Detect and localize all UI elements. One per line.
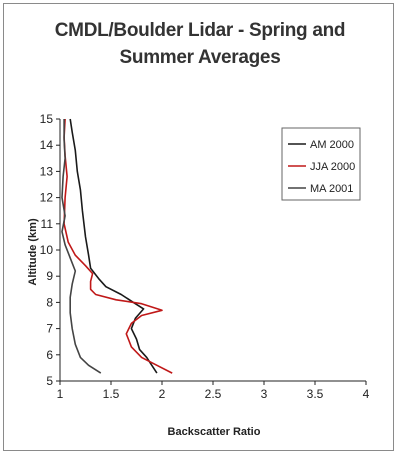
axes: 1 1.5 2 2.5 3 3.5 4 5 6 7 8 9 10 11 12 13 14 15 (40, 112, 370, 401)
legend-label: JJA 2000 (310, 161, 355, 173)
x-tick-label: 3.5 (307, 387, 324, 401)
x-tick-label: 3 (261, 387, 268, 401)
series-layer (61, 118, 173, 374)
x-tick-label: 1.5 (103, 387, 120, 401)
legend: AM 2000 JJA 2000 MA 2001 (281, 127, 361, 201)
y-tick-label: 7 (46, 322, 53, 336)
y-tick-label: 6 (46, 348, 53, 362)
chart-title-line-2: Summer Averages (119, 47, 281, 68)
chart-frame (3, 3, 394, 451)
x-axis-label: Backscatter Ratio (168, 426, 261, 438)
y-tick-label: 9 (46, 269, 53, 283)
y-tick-label: 13 (40, 164, 54, 178)
y-tick-label: 10 (40, 243, 54, 257)
chart-title-line-1: CMDL/Boulder Lidar - Spring and (54, 20, 346, 41)
y-tick-label: 5 (46, 374, 53, 388)
y-tick-label: 8 (46, 295, 53, 309)
series-line-3 (61, 119, 102, 374)
legend-label: MA 2001 (310, 183, 353, 195)
x-tick-label: 2 (159, 387, 166, 401)
x-tick-label: 1 (57, 387, 64, 401)
legend-label: AM 2000 (310, 139, 354, 151)
series-line-2 (63, 118, 173, 374)
y-tick-label: 11 (41, 217, 54, 231)
y-tick-label: 12 (40, 191, 54, 205)
x-tick-label: 4 (363, 387, 370, 401)
y-tick-label: 14 (40, 138, 54, 152)
x-tick-label: 2.5 (205, 387, 222, 401)
y-axis-label: Altitude (km) (27, 218, 39, 286)
y-tick-label: 15 (40, 112, 54, 126)
series-line-1 (69, 118, 158, 374)
